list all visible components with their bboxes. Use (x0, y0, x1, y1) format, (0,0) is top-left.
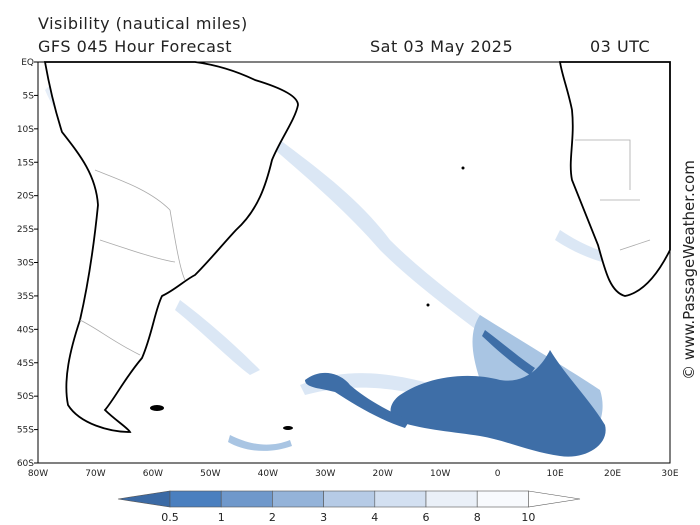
map-subtitle: GFS 045 Hour Forecast (38, 37, 232, 56)
colorbar-end (528, 490, 581, 508)
map-title: Visibility (nautical miles) (38, 14, 248, 33)
colorbar-cell (374, 490, 427, 508)
lon-label: 80W (28, 469, 48, 479)
colorbar-cell (425, 490, 478, 508)
colorbar-label: 8 (474, 511, 481, 524)
lon-label: 10W (430, 469, 450, 479)
lon-label: 30W (315, 469, 335, 479)
islands (150, 166, 465, 430)
colorbar-cell (476, 490, 529, 508)
lat-label: 35S (17, 292, 34, 302)
lon-label: 20E (604, 469, 621, 479)
colorbar-cell (272, 490, 324, 508)
colorbar-label: 0.5 (161, 511, 179, 524)
south-america (43, 61, 299, 433)
colorbar: 0.5 1 2 3 4 6 8 10 (117, 490, 581, 524)
map (37, 61, 671, 464)
colorbar-label: 10 (521, 511, 535, 524)
lat-label: 30S (17, 259, 34, 269)
lon-label: 20W (373, 469, 393, 479)
lon-label: 50W (200, 469, 220, 479)
lat-label: 20S (17, 192, 34, 202)
lat-label: 25S (17, 225, 34, 235)
lat-label: 60S (17, 459, 34, 469)
lon-label: 30E (661, 469, 678, 479)
credit: © www.PassageWeather.com (680, 160, 698, 380)
colorbar-label: 2 (269, 511, 276, 524)
lon-label: 70W (85, 469, 105, 479)
colorbar-label: 1 (218, 511, 225, 524)
lon-label: 0 (495, 469, 501, 479)
colorbar-label: 6 (423, 511, 430, 524)
borders (575, 139, 651, 251)
lon-label: 10E (547, 469, 564, 479)
colorbar-label: 4 (371, 511, 378, 524)
africa (558, 61, 671, 297)
lat-label: 45S (17, 359, 34, 369)
lat-label: 10S (17, 125, 34, 135)
colorbar-cell (323, 490, 376, 508)
lat-label: 55S (17, 426, 34, 436)
lat-label: 40S (17, 325, 34, 335)
colorbar-end (117, 490, 171, 508)
borders (79, 169, 186, 356)
colorbar-cell (169, 490, 222, 508)
lat-label: EQ (21, 58, 34, 68)
lat-label: 50S (17, 392, 34, 402)
forecast-date: Sat 03 May 2025 (370, 37, 513, 56)
forecast-time: 03 UTC (590, 37, 650, 56)
lat-label: 15S (17, 158, 34, 168)
colorbar-cell (220, 490, 273, 508)
latitude-labels: EQ 5S 10S 15S 20S 25S 30S 35S 40S 45S 50S 55S 60S (17, 58, 38, 469)
lon-label: 40W (258, 469, 278, 479)
lon-label: 60W (143, 469, 163, 479)
lat-label: 5S (23, 91, 35, 101)
longitude-labels: 80W 70W 60W 50W 40W 30W 20W 10W 0 10E 20E 30E (28, 469, 679, 479)
colorbar-label: 3 (320, 511, 327, 524)
low-visibility-areas (305, 330, 606, 457)
